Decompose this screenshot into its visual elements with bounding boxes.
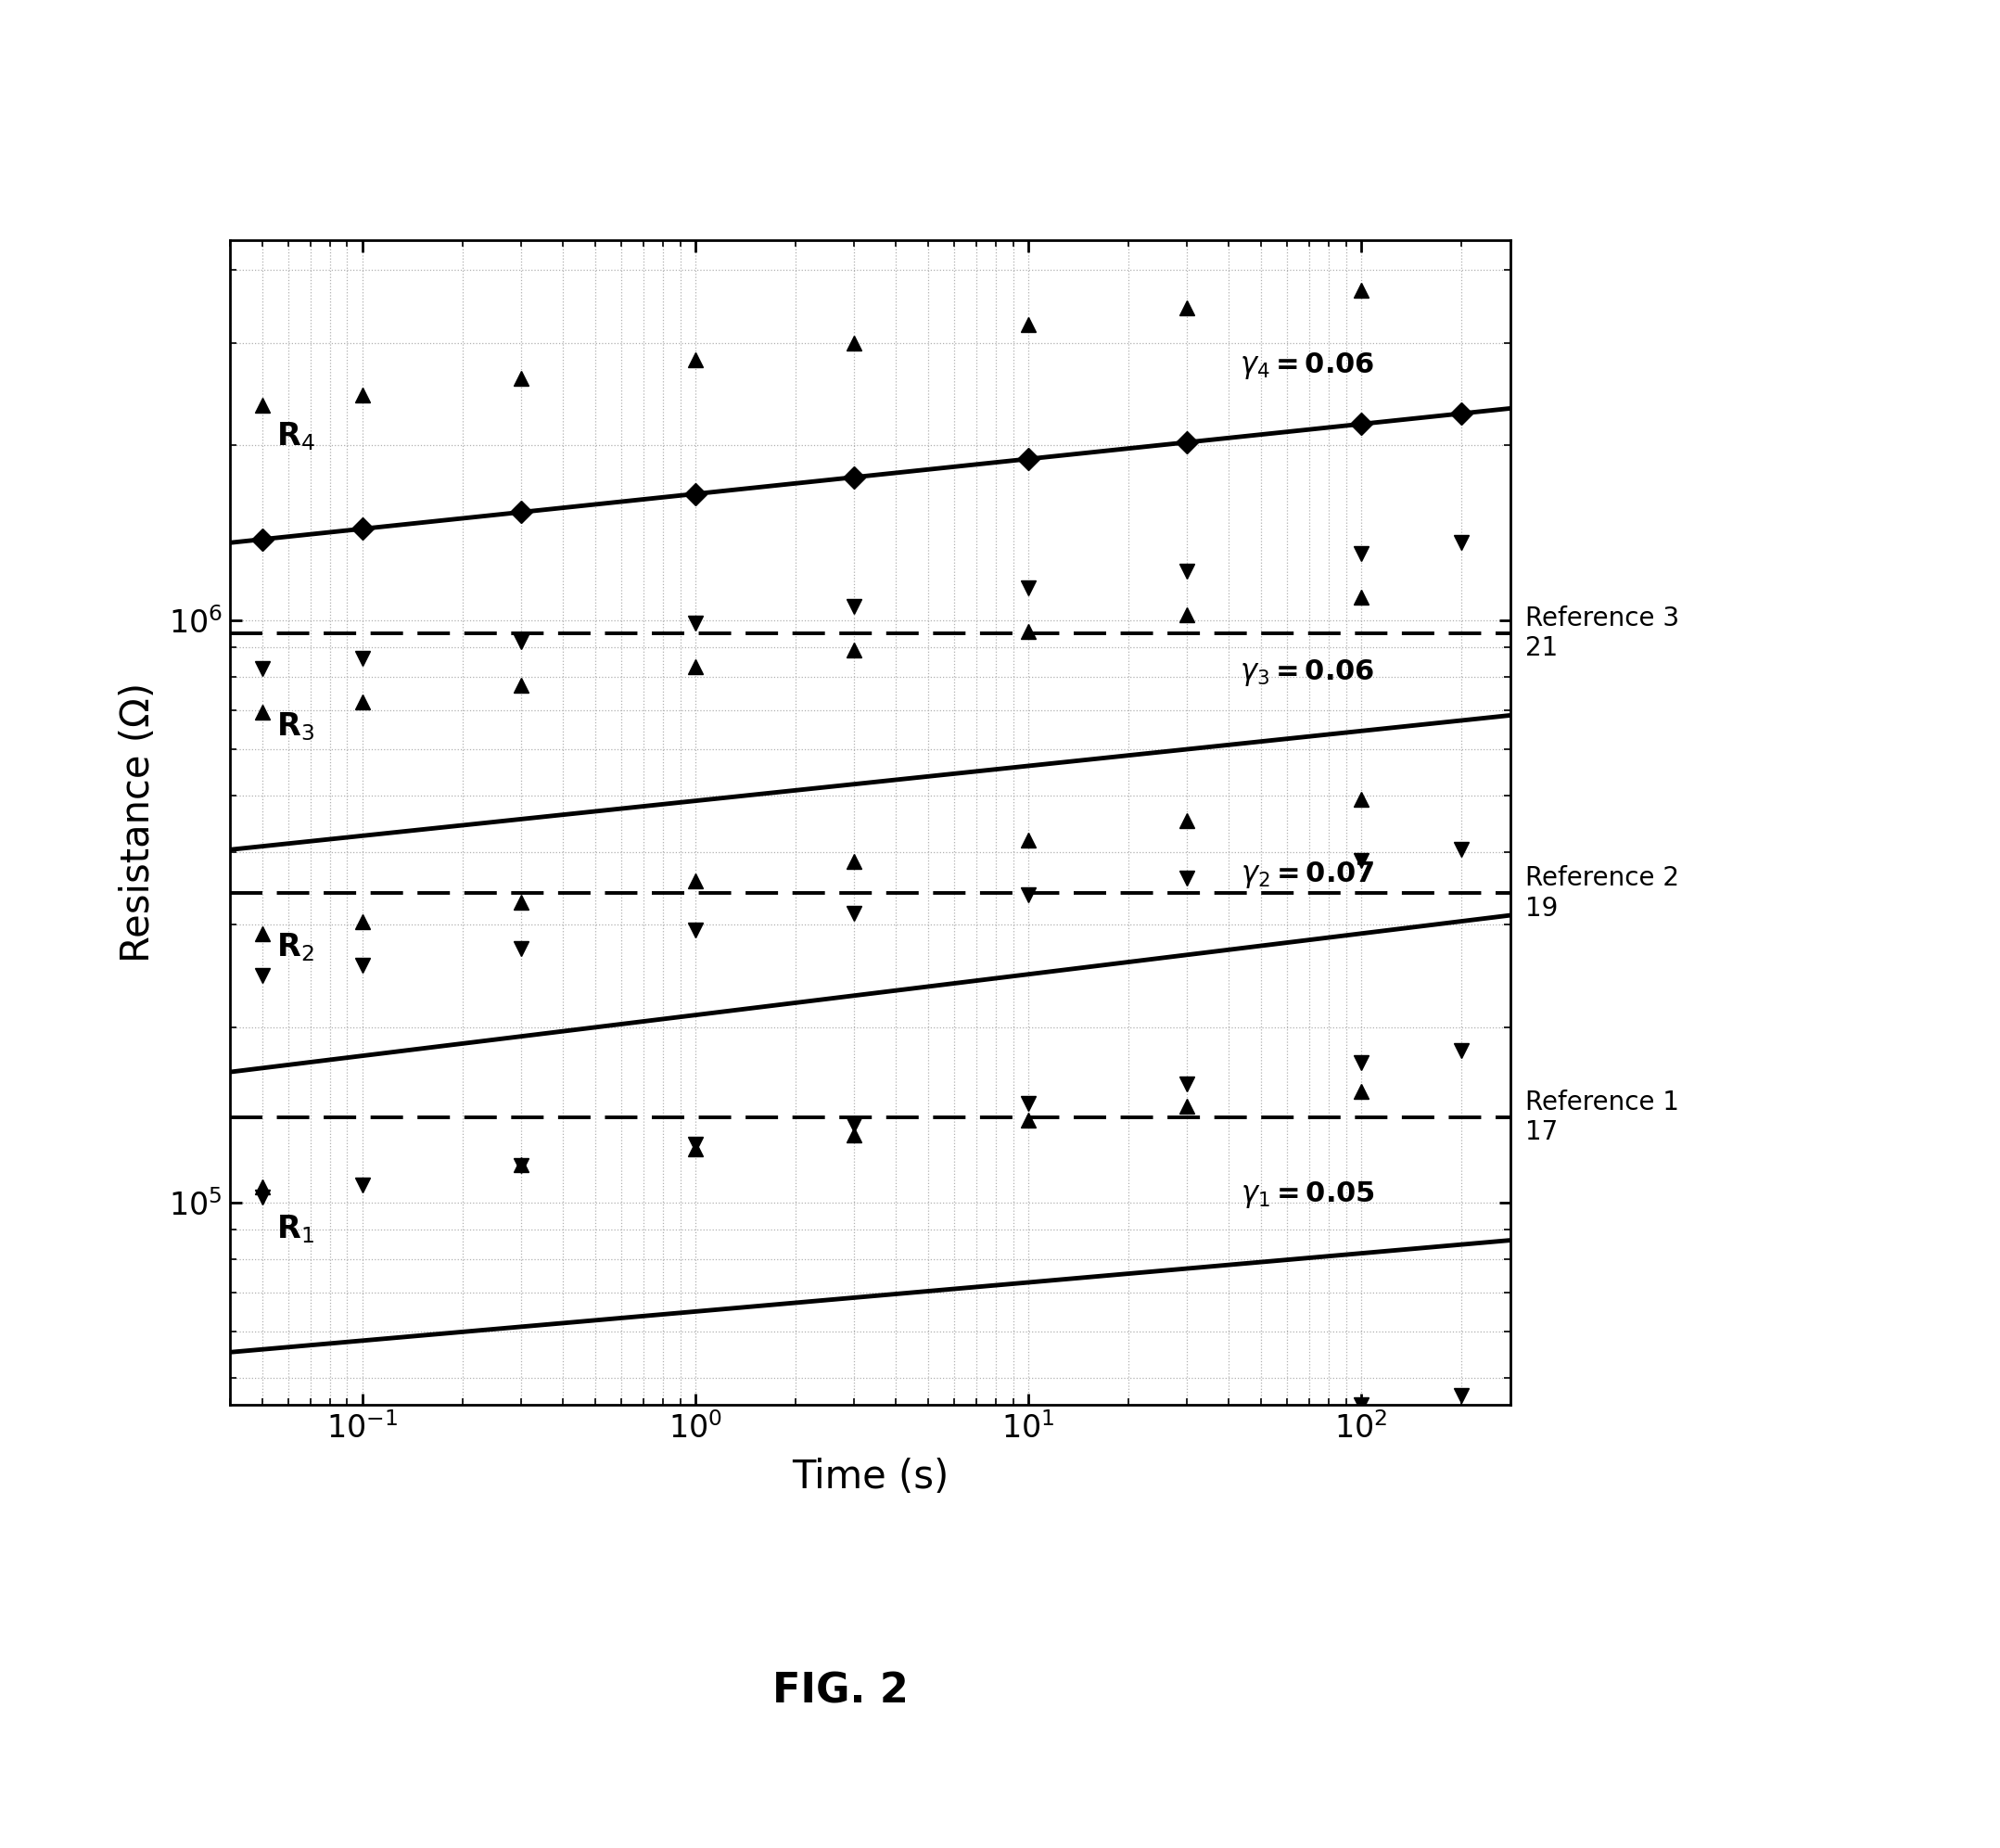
Text: $\gamma_{1}$$\mathbf{=0.05}$: $\gamma_{1}$$\mathbf{=0.05}$ [1240, 1179, 1374, 1210]
Text: Reference 2
19: Reference 2 19 [1526, 865, 1680, 920]
Text: FIG. 2: FIG. 2 [772, 1671, 908, 1711]
Text: Reference 1
17: Reference 1 17 [1526, 1090, 1680, 1146]
Text: $\gamma_{2}$$\mathbf{=0.07}$: $\gamma_{2}$$\mathbf{=0.07}$ [1240, 859, 1374, 891]
Y-axis label: Resistance (Ω): Resistance (Ω) [120, 682, 158, 963]
Text: $\gamma_{4}$$\mathbf{=0.06}$: $\gamma_{4}$$\mathbf{=0.06}$ [1240, 349, 1374, 381]
Text: $\mathbf{R}_{3}$: $\mathbf{R}_{3}$ [276, 710, 314, 743]
Text: $\mathbf{R}_{2}$: $\mathbf{R}_{2}$ [276, 931, 314, 965]
Text: $\gamma_{3}$$\mathbf{=0.06}$: $\gamma_{3}$$\mathbf{=0.06}$ [1240, 658, 1374, 687]
Text: Reference 3
21: Reference 3 21 [1526, 606, 1680, 662]
X-axis label: Time (s): Time (s) [792, 1458, 948, 1497]
Text: $\mathbf{R}_{1}$: $\mathbf{R}_{1}$ [276, 1214, 314, 1246]
Text: $\mathbf{R}_{4}$: $\mathbf{R}_{4}$ [276, 421, 314, 453]
